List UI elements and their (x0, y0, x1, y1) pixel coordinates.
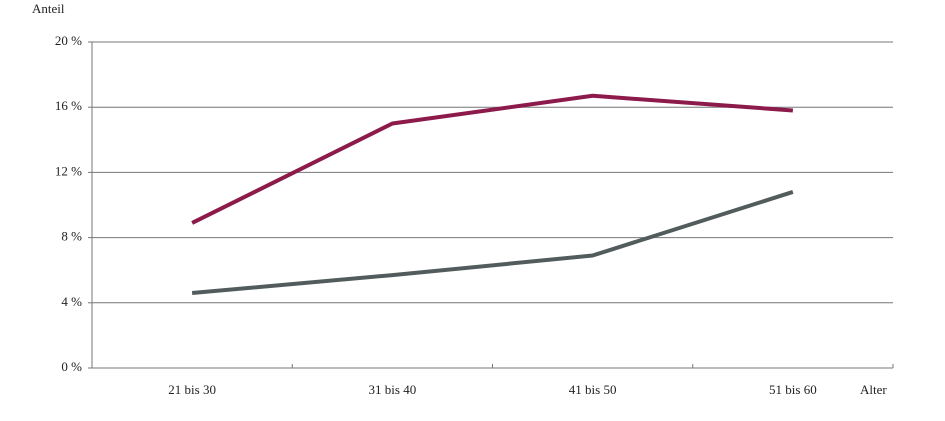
y-axis-label: Anteil (32, 1, 65, 16)
x-tick-label: 51 bis 60 (769, 382, 817, 397)
y-tick-label: 16 % (55, 98, 82, 113)
line (191, 93, 794, 225)
y-tick-label: 0 % (61, 359, 82, 374)
x-axis-label: Alter (860, 382, 887, 397)
x-tick-label: 31 bis 40 (369, 382, 417, 397)
x-tick-label: 21 bis 30 (168, 382, 216, 397)
y-tick-label: 8 % (61, 229, 82, 244)
line (191, 190, 794, 296)
y-tick-label: 4 % (61, 294, 82, 309)
x-tick-label: 41 bis 50 (569, 382, 617, 397)
y-tick-label: 12 % (55, 163, 82, 178)
y-tick-label: 20 % (55, 33, 82, 48)
